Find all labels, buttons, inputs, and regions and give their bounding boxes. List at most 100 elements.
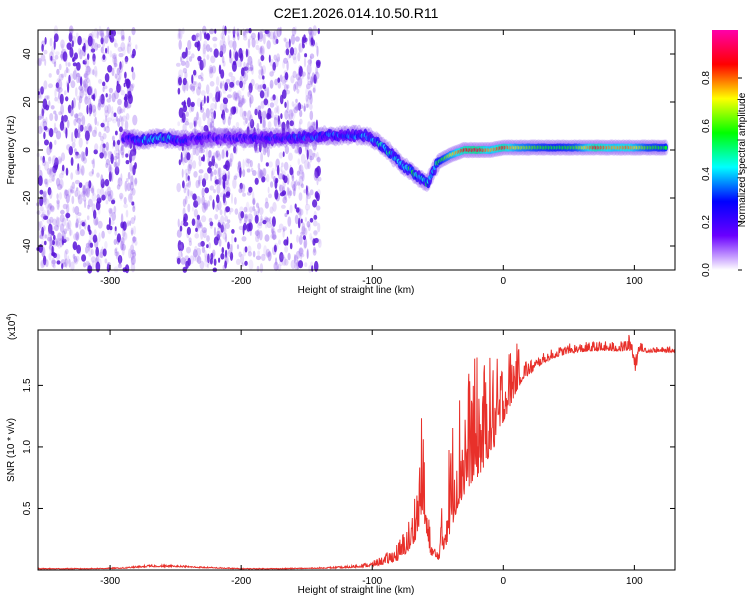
spectrogram-noise-dot <box>70 107 74 117</box>
spectrogram-noise-dot <box>229 49 232 59</box>
spectrogram-noise-dot <box>39 189 44 195</box>
spectrogram-noise-dot <box>203 172 209 181</box>
spectrogram-noise-dot <box>282 174 286 181</box>
spectrogram-noise-dot <box>202 229 207 239</box>
spectrogram-noise-dot <box>42 191 47 203</box>
spectrogram-noise-dot <box>47 236 52 242</box>
spectrogram-noise-dot <box>74 205 80 215</box>
spectrogram-noise-dot <box>266 86 270 98</box>
spectrogram-noise-dot <box>94 116 97 126</box>
spectrogram-noise-dot <box>284 49 290 56</box>
spectrogram-noise-dot <box>131 83 135 89</box>
spectrogram-noise-dot <box>131 249 137 259</box>
spectrogram-noise-dot <box>282 229 285 238</box>
spectrogram-noise-dot <box>85 65 91 76</box>
spectrogram-noise-dot <box>78 122 82 134</box>
spectrogram-noise-dot <box>58 173 64 179</box>
spectrogram-noise-dot <box>310 121 315 128</box>
spectrogram-noise-dot <box>222 188 226 196</box>
spectrogram-noise-dot <box>216 153 222 161</box>
spectrogram-noise-dot <box>187 164 193 171</box>
spectrogram-noise-dot <box>300 218 303 224</box>
spectrogram-noise-dot <box>69 229 73 236</box>
spectrogram-noise-dot <box>81 221 86 227</box>
spectrogram-noise-dot <box>180 56 182 63</box>
spectrogram-noise-dot <box>66 144 71 151</box>
spectrogram-noise-dot <box>277 81 282 89</box>
spectrogram-noise-dot <box>293 187 296 197</box>
spectrogram-noise-dot <box>286 186 290 196</box>
spectrogram-noise-dot <box>53 61 57 68</box>
spectrogram-noise-dot <box>205 84 210 95</box>
spectrogram-noise-dot <box>299 212 302 222</box>
spectrogram-noise-dot <box>45 104 50 111</box>
spectrogram-noise-dot <box>261 110 267 120</box>
spectrogram-noise-dot <box>312 87 316 93</box>
spectrogram-noise-dot <box>80 87 85 94</box>
spectrogram-noise-dot <box>224 160 230 172</box>
spectrogram-noise-dot <box>295 207 300 213</box>
spectrogram-noise-dot <box>233 175 238 180</box>
spectrogram-noise-dot <box>42 190 47 197</box>
spectrogram-noise-dot <box>316 61 321 69</box>
spectrogram-noise-dot <box>316 176 319 186</box>
spectrogram-noise-dot <box>75 255 80 262</box>
spectrogram-noise-dot <box>252 199 256 205</box>
spectrogram-noise-dot <box>272 234 277 240</box>
spectrogram-noise-dot <box>55 253 61 260</box>
spectrogram-noise-dot <box>193 200 199 208</box>
spectrogram-noise-dot <box>309 103 313 110</box>
spectrogram-y-tick-label: 0 <box>22 147 33 153</box>
spectrogram-noise-dot <box>265 162 269 167</box>
spectrogram-noise-dot <box>49 51 54 62</box>
spectrogram-noise-dot <box>206 235 210 242</box>
spectrogram-noise-dot <box>298 164 304 175</box>
spectrogram-noise-dot <box>65 193 70 204</box>
spectrogram-noise-dot <box>190 85 195 92</box>
spectrogram-noise-dot <box>213 161 217 167</box>
spectrogram-noise-dot <box>195 227 198 232</box>
spectrogram-noise-dot <box>298 43 301 54</box>
spectrogram-noise-dot <box>262 168 267 177</box>
spectrogram-noise-dot <box>264 89 268 100</box>
spectrogram-noise-dot <box>254 142 258 152</box>
spectrogram-noise-dot <box>62 51 68 62</box>
spectrogram-noise-dot <box>51 167 55 172</box>
spectrogram-noise-dot <box>265 197 269 204</box>
spectrogram-noise-dot <box>84 85 90 93</box>
spectrogram-noise-dot <box>224 260 228 269</box>
spectrogram-noise-dot <box>187 257 191 266</box>
spectrogram-noise-dot <box>71 141 76 149</box>
spectrogram-noise-dot <box>232 30 236 38</box>
spectrogram-noise-dot <box>262 220 267 225</box>
spectrogram-noise-dot <box>231 193 233 204</box>
spectrogram-noise-dot <box>271 230 277 241</box>
spectrogram-noise-dot <box>85 93 88 101</box>
spectrogram-noise-dot <box>222 80 225 87</box>
spectrogram-noise-dot <box>61 73 65 78</box>
spectrogram-noise-dot <box>273 261 279 271</box>
spectrogram-noise-dot <box>96 44 101 48</box>
spectrogram-noise-dot <box>90 48 93 54</box>
spectrogram-noise-dot <box>118 63 124 73</box>
spectrogram-noise-dot <box>88 102 94 109</box>
spectrogram-noise-dot <box>62 261 68 267</box>
spectrogram-noise-dot <box>69 47 74 58</box>
spectrogram-noise-dot <box>188 159 193 169</box>
spectrogram-noise-dot <box>255 234 260 243</box>
spectrogram-noise-dot <box>209 122 212 129</box>
spectrogram-noise-dot <box>290 112 295 117</box>
spectrogram-noise-dot <box>89 103 93 115</box>
spectrogram-noise-dot <box>120 237 125 246</box>
spectrogram-noise-dot <box>92 185 95 196</box>
spectrogram-noise-dot <box>117 177 123 187</box>
spectrogram-noise-dot <box>209 142 214 147</box>
spectrogram-noise-dot <box>53 234 56 241</box>
spectrogram-noise-dot <box>65 212 71 219</box>
spectrogram-noise-dot <box>297 52 301 62</box>
spectrogram-noise-dot <box>61 164 65 172</box>
spectrogram-noise-dot <box>284 123 290 131</box>
spectrogram-noise-dot <box>274 78 278 86</box>
spectrogram-noise-dot <box>103 85 108 90</box>
spectrogram-noise-dot <box>69 73 74 81</box>
